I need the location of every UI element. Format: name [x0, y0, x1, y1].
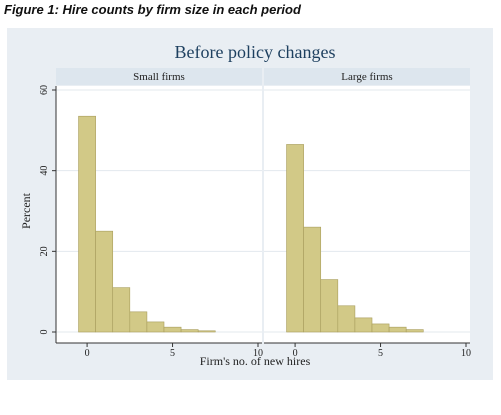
- x-tick-label: 0: [85, 348, 90, 359]
- panel-header: [264, 68, 470, 85]
- bar: [78, 115, 96, 333]
- y-axis-label: Percent: [19, 192, 33, 229]
- x-tick-label: 10: [461, 348, 471, 359]
- bar: [286, 144, 304, 333]
- panel-1: Large firms 0 5 10: [264, 68, 471, 359]
- panel-header: [56, 68, 262, 85]
- panels-layer: Small firms 0 5 10 0 20 40 60 Large firms 0 5 10: [39, 68, 471, 359]
- x-tick-label: 0: [293, 348, 298, 359]
- bar: [95, 230, 114, 333]
- bar: [388, 326, 407, 333]
- chart-title: Before policy changes: [175, 42, 336, 62]
- panel-0: Small firms 0 5 10 0 20 40 60: [39, 68, 263, 359]
- figure-caption: Figure 1: Hire counts by firm size in ea…: [4, 2, 301, 17]
- y-tick-label: 60: [39, 85, 50, 95]
- panel-header-label: Large firms: [341, 71, 392, 83]
- bar: [180, 329, 199, 333]
- bar: [197, 330, 216, 333]
- bar: [112, 287, 131, 333]
- bar: [163, 326, 182, 333]
- bar: [354, 317, 373, 333]
- bar: [405, 329, 424, 333]
- bar: [371, 323, 390, 333]
- bar: [320, 279, 339, 333]
- y-tick-label: 0: [39, 330, 50, 335]
- panel-header-label: Small firms: [133, 71, 185, 83]
- bar: [337, 305, 356, 333]
- bar: [146, 321, 165, 333]
- x-tick-label: 5: [170, 348, 175, 359]
- bar: [303, 226, 322, 333]
- y-tick-label: 20: [39, 246, 50, 256]
- x-tick-label: 5: [378, 348, 383, 359]
- x-tick-label: 10: [253, 348, 263, 359]
- bar: [129, 311, 148, 333]
- x-axis-label: Firm's no. of new hires: [200, 354, 311, 368]
- y-tick-label: 40: [39, 166, 50, 176]
